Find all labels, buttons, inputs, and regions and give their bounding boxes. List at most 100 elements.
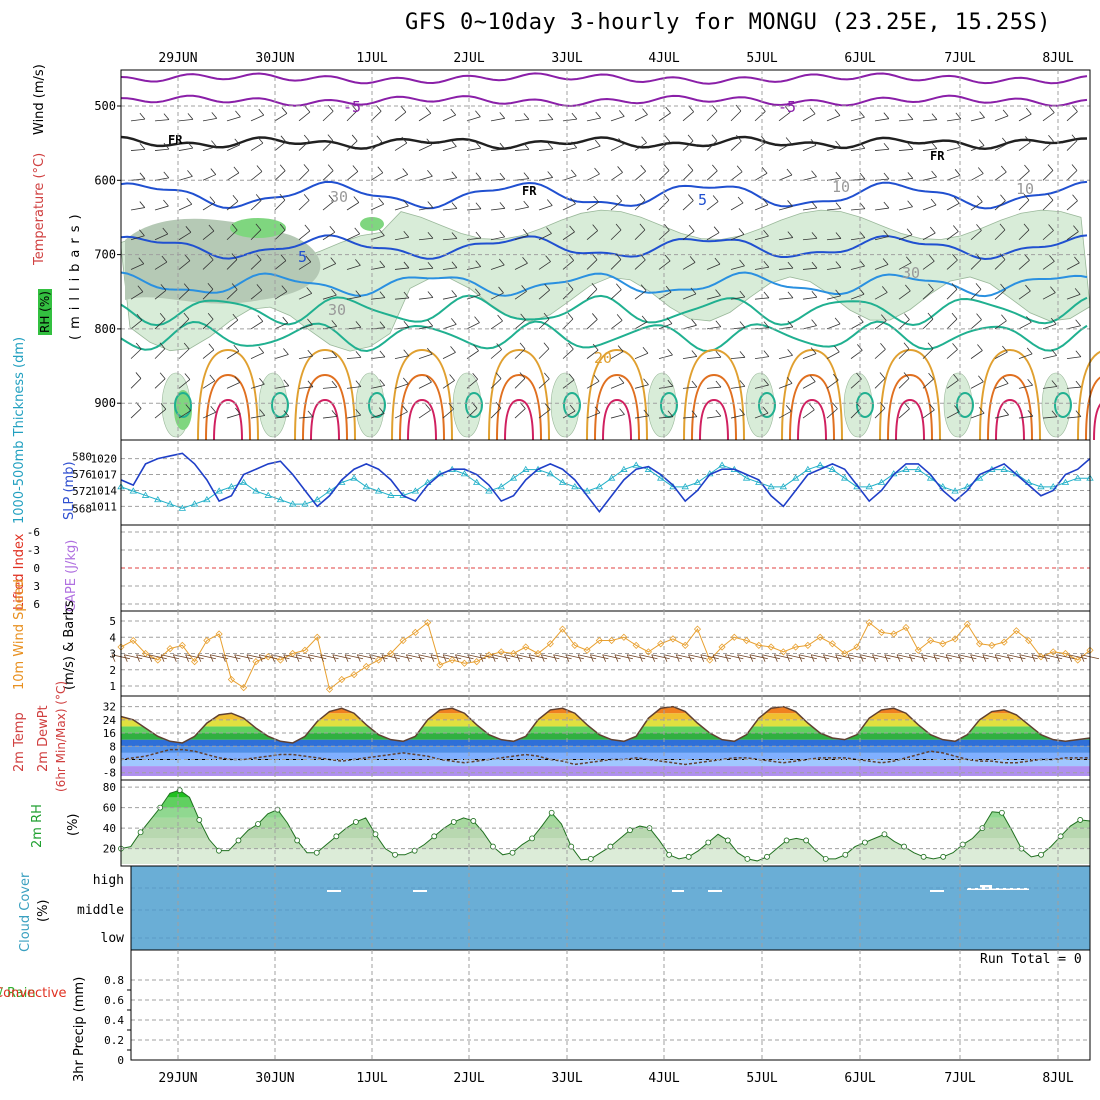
thickness-point [239,478,248,485]
wind-barb-flag [232,313,239,321]
wind-speed-point [240,684,248,692]
thickness-point [620,465,628,472]
dewpt-label: 2m DewPt [36,705,51,772]
contour-label: 5 [298,248,307,266]
wind-barb-flag [1000,283,1006,291]
wind-barb [466,208,481,211]
wind-barb [346,414,361,419]
date-label-bottom: 4JUL [648,1071,679,1086]
wind-barb-flag [185,404,192,411]
thickness-point [141,491,150,498]
wind-barb-flag [197,654,202,662]
date-label-top: 5JUL [746,51,777,66]
wind-barb [826,351,840,359]
wind-barb [658,112,671,122]
wind-barb-flag [207,283,214,290]
wind-barb-flag [832,402,838,409]
thickness-point [509,474,518,481]
wind-barb [346,110,358,122]
wind-speed-point [215,630,223,638]
wind-barb [274,385,289,389]
wind-barb-flag [881,286,888,293]
wind-barb-flag [523,113,530,120]
wind-barb [749,654,768,660]
wind-barb [370,110,382,122]
wind-barb [442,295,457,300]
wind-barb-flag [307,410,314,418]
wind-barb [250,171,263,181]
wind-barb [1044,654,1063,660]
wind-barb-flag [283,379,290,387]
wind-barb-flag [330,257,337,264]
warm-contour [302,373,348,441]
wind-barb-flag [138,257,145,264]
wind-barb [663,654,683,660]
warm-contour [1085,376,1100,441]
wind-barb [826,208,841,211]
wind-barb-flag [1047,164,1054,171]
temp-tick-label: 16 [103,727,116,740]
wind-barb [754,204,769,211]
wind-barb-flag [884,654,889,662]
page-title: GFS 0~10day 3-hourly for MONGU (23.25E, … [405,10,1052,35]
wind-barb [586,173,600,181]
wind-barb-flag [271,654,275,662]
wind-barb-flag [571,141,578,148]
wind-barb [1056,654,1075,660]
wind-barb-flag [376,135,383,143]
wind-barb-flag [834,109,841,116]
wind-barb-flag [451,290,458,297]
warm-contour [399,373,445,441]
wind-barb-flag [139,143,146,150]
wind-speed-point [681,641,689,649]
wind-barb-flag [928,254,935,262]
wind-barb [982,654,1001,660]
wind-barb [1042,230,1054,241]
wind-barb [322,140,334,151]
wind-barb [730,385,745,389]
temp-contour-15 [120,294,1088,327]
wind-barb-flag [908,654,913,662]
wind-barb [610,143,624,151]
wind-barb-flag [355,351,362,358]
wind-barb [994,143,1008,151]
wind-barb [370,266,385,270]
wind-barb-flag [183,283,190,290]
wind-barb [1066,356,1081,360]
li-tick-label: 3 [33,580,40,593]
wind-barb-flag [355,408,362,416]
wind-barb [778,410,792,419]
wind-barb [994,200,1006,211]
wind-barb [586,380,600,389]
wind-barb [226,144,240,151]
wind-barb-flag [811,232,818,239]
wind-barb [514,348,526,359]
wind-barb-flag [328,194,335,202]
wind-barb [798,654,817,660]
wind-barb [754,141,767,151]
wind-barb [994,289,1006,300]
wind-barb-flag [111,654,116,662]
wind-barb [322,415,337,419]
wind-barb-flag [1071,134,1078,141]
wind-barb-flag [307,349,314,357]
precip-conv-label: Convective [0,986,67,1001]
wind-barb-flag [1026,316,1032,323]
wind-barb [682,416,697,419]
wind-barb-flag [208,224,215,232]
wind-speed-point [522,643,530,651]
wind-barb-flag [187,141,194,149]
wind-barb-flag [427,231,434,239]
wind-barb-flag [883,142,890,150]
rh-blob [230,218,286,238]
wind-barb-flag [355,380,362,387]
wind-barb-flag [401,136,408,144]
wind-barb [130,235,145,241]
wind-barb-flag [522,256,528,264]
wind-barb [850,148,865,151]
rh-point [1057,833,1064,840]
temp-tick-label: 32 [103,701,116,714]
slp-label: SLP (mb) [62,461,77,520]
dewpoint-line [120,748,1090,766]
wind-barb-flag [379,350,386,358]
